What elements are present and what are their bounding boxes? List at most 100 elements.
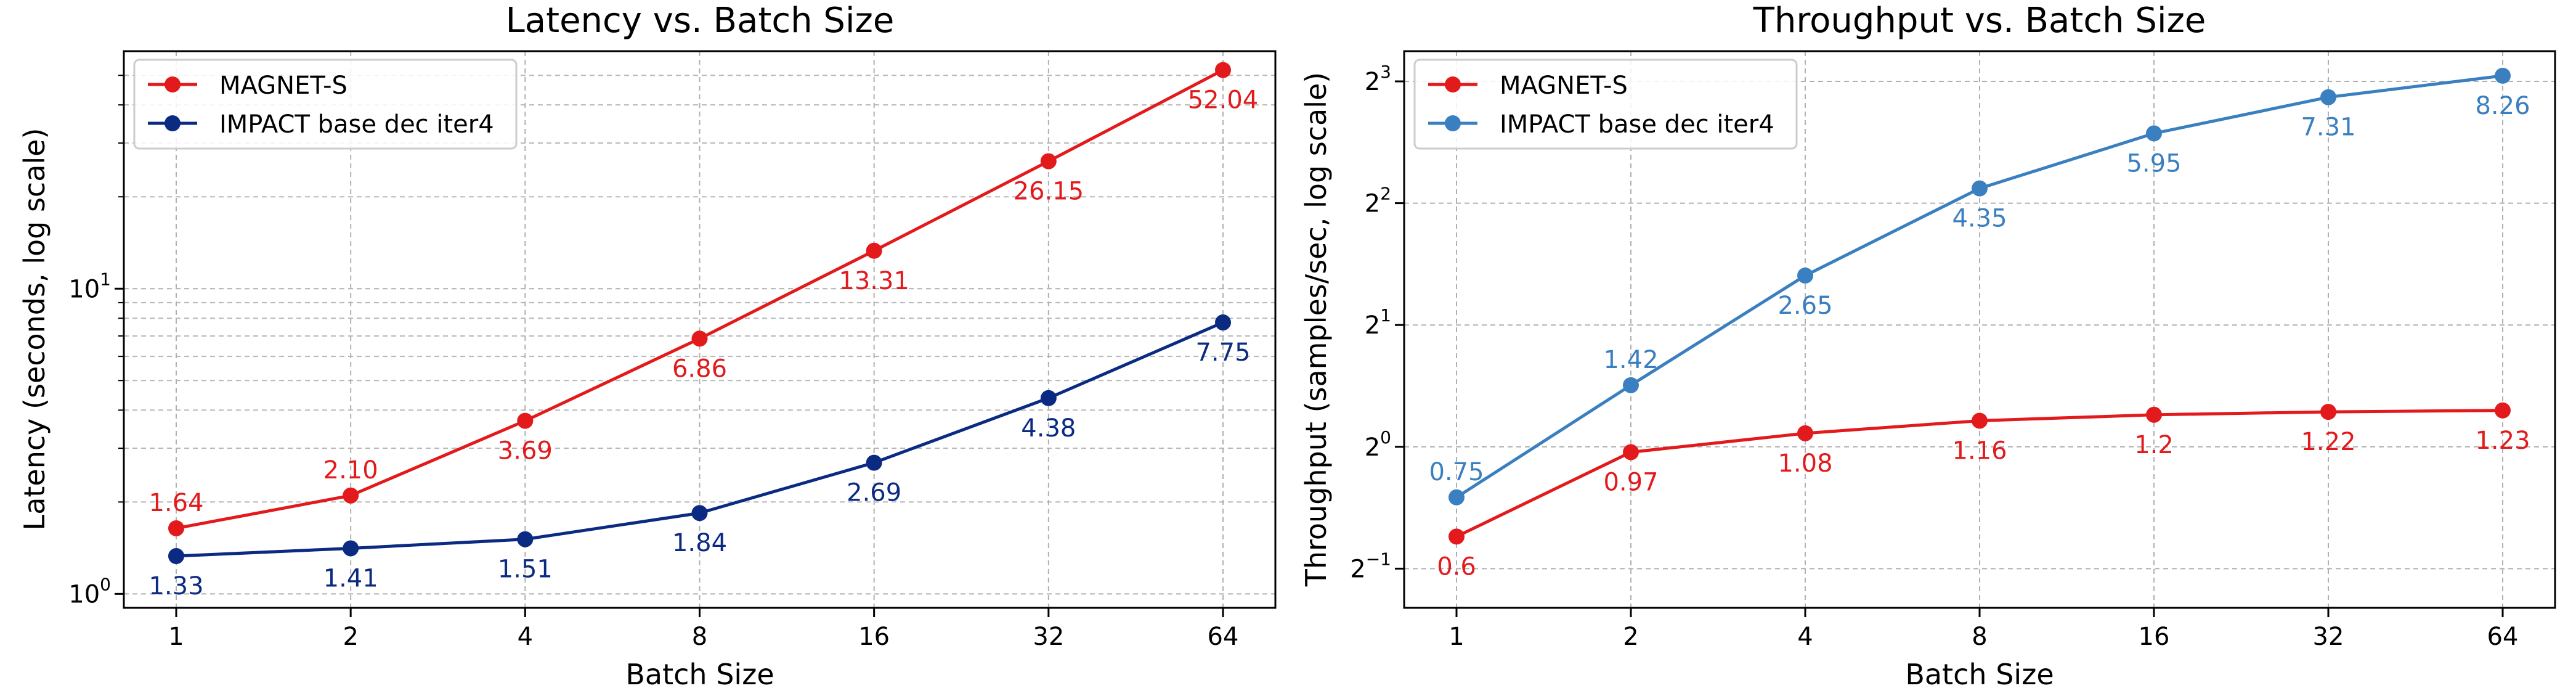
x-tick-label: 4 (1797, 623, 1813, 651)
data-label-impact-base-dec-iter4: 1.51 (498, 555, 553, 584)
y-tick-exponent: 1 (1380, 305, 1391, 325)
legend-label-magnet-s: MAGNET-S (1500, 72, 1628, 100)
data-point-magnet-s (2320, 404, 2336, 420)
data-label-magnet-s: 1.22 (2301, 428, 2355, 456)
y-tick-label: 23 (1365, 62, 1391, 96)
data-point-magnet-s (343, 487, 359, 504)
y-tick-exponent: 2 (1380, 184, 1391, 204)
x-tick-label: 4 (518, 623, 533, 651)
legend-marker-magnet-s (1445, 76, 1461, 92)
data-point-impact-base-dec-iter4 (1972, 180, 1988, 197)
data-label-impact-base-dec-iter4: 7.75 (1195, 338, 1250, 367)
chart-title: Latency vs. Batch Size (506, 1, 895, 41)
data-point-impact-base-dec-iter4 (2320, 89, 2336, 105)
data-point-magnet-s (517, 412, 534, 429)
data-label-magnet-s: 1.16 (1952, 436, 2007, 465)
data-labels: 1.64 2.10 3.69 6.86 13.31 26.15 52.04 1.33 1.41 1… (148, 86, 1258, 600)
data-point-magnet-s (1797, 425, 1813, 441)
data-label-magnet-s: 2.10 (323, 456, 378, 485)
data-point-impact-base-dec-iter4 (168, 548, 184, 565)
legend-marker-impact (1445, 115, 1461, 131)
legend: MAGNET-S IMPACT base dec iter4 (133, 59, 518, 150)
x-axis-label: Batch Size (625, 658, 774, 691)
legend: MAGNET-S IMPACT base dec iter4 (1413, 59, 1798, 150)
data-point-magnet-s (1448, 528, 1465, 545)
data-point-impact-base-dec-iter4 (866, 454, 882, 471)
x-tick-label: 64 (2487, 623, 2519, 651)
data-points (168, 62, 1231, 565)
data-label-magnet-s: 1.2 (2134, 431, 2174, 459)
data-point-magnet-s (2495, 402, 2511, 419)
data-point-magnet-s (1623, 444, 1639, 461)
data-point-impact-base-dec-iter4 (517, 531, 534, 547)
legend-marker-magnet-s (165, 76, 181, 92)
data-label-impact-base-dec-iter4: 1.42 (1603, 346, 1658, 374)
data-point-magnet-s (1215, 62, 1231, 78)
data-label-magnet-s: 3.69 (498, 437, 553, 465)
data-label-magnet-s: 0.97 (1603, 468, 1658, 496)
y-tick-label: 101 (68, 269, 111, 303)
legend-box (1413, 59, 1798, 150)
data-label-impact-base-dec-iter4: 4.35 (1952, 205, 2007, 233)
data-label-impact-base-dec-iter4: 1.84 (672, 529, 727, 557)
data-label-magnet-s: 52.04 (1188, 86, 1259, 115)
y-tick-exponent: 3 (1380, 62, 1391, 82)
data-point-impact-base-dec-iter4 (691, 505, 708, 522)
y-tick-exponent: 0 (1380, 427, 1391, 448)
y-tick-exponent: 1 (100, 269, 111, 289)
data-points (1448, 67, 2511, 545)
data-point-magnet-s (1972, 412, 1988, 429)
x-tick-label: 32 (2313, 623, 2344, 651)
y-tick-label: 21 (1365, 305, 1391, 340)
data-point-magnet-s (168, 520, 184, 536)
data-point-impact-base-dec-iter4 (1797, 267, 1813, 284)
x-tick-label: 16 (2139, 623, 2170, 651)
throughput-chart: Throughput vs. Batch Size 0.6 0.97 1.08 1.1… (1299, 1, 2556, 691)
x-tick-label: 1 (1448, 623, 1464, 651)
data-label-impact-base-dec-iter4: 8.26 (2475, 92, 2530, 120)
data-labels: 0.6 0.97 1.08 1.16 1.2 1.22 1.23 0.75 1.42 2.65 4.… (1429, 92, 2530, 581)
data-point-impact-base-dec-iter4 (1215, 314, 1231, 331)
data-label-magnet-s: 1.23 (2475, 427, 2530, 455)
x-tick-label: 64 (1208, 623, 1239, 651)
legend-label-magnet-s: MAGNET-S (219, 72, 347, 100)
y-tick-label: 2−1 (1350, 549, 1391, 583)
data-label-magnet-s: 0.6 (1437, 552, 1476, 581)
y-tick-base: 2 (1365, 311, 1380, 340)
data-label-impact-base-dec-iter4: 2.65 (1778, 292, 1832, 320)
data-point-magnet-s (866, 242, 882, 259)
y-tick-label: 20 (1365, 427, 1391, 462)
x-tick-label: 16 (858, 623, 890, 651)
y-tick-exponent: 0 (100, 574, 111, 594)
y-tick-base: 2 (1350, 555, 1365, 583)
x-tick-label: 2 (1623, 623, 1638, 651)
data-label-magnet-s: 1.64 (148, 489, 203, 517)
data-point-magnet-s (691, 330, 708, 347)
y-tick-base: 2 (1365, 68, 1380, 96)
x-tick-label: 2 (343, 623, 358, 651)
y-tick-exponent: −1 (1366, 549, 1391, 569)
x-tick-label: 1 (168, 623, 184, 651)
data-point-impact-base-dec-iter4 (1040, 390, 1057, 406)
legend-label-impact: IMPACT base dec iter4 (1500, 110, 1774, 139)
y-tick-label: 100 (68, 574, 111, 608)
data-label-impact-base-dec-iter4: 5.95 (2126, 149, 2181, 178)
data-label-magnet-s: 13.31 (839, 267, 909, 295)
y-tick-base: 10 (68, 275, 100, 303)
data-point-impact-base-dec-iter4 (2146, 125, 2162, 142)
legend-marker-impact (165, 115, 181, 131)
legend-label-impact: IMPACT base dec iter4 (219, 110, 494, 139)
data-label-impact-base-dec-iter4: 7.31 (2301, 113, 2355, 142)
data-point-magnet-s (1040, 153, 1057, 170)
y-axis-label: Throughput (samples/sec, log scale) (1299, 72, 1333, 588)
data-label-impact-base-dec-iter4: 1.41 (323, 564, 378, 592)
data-point-magnet-s (2146, 406, 2162, 423)
data-label-magnet-s: 26.15 (1014, 178, 1084, 206)
y-tick-base: 2 (1365, 433, 1380, 462)
x-tick-label: 32 (1033, 623, 1064, 651)
data-label-impact-base-dec-iter4: 1.33 (148, 572, 203, 600)
y-tick-base: 2 (1365, 190, 1380, 218)
